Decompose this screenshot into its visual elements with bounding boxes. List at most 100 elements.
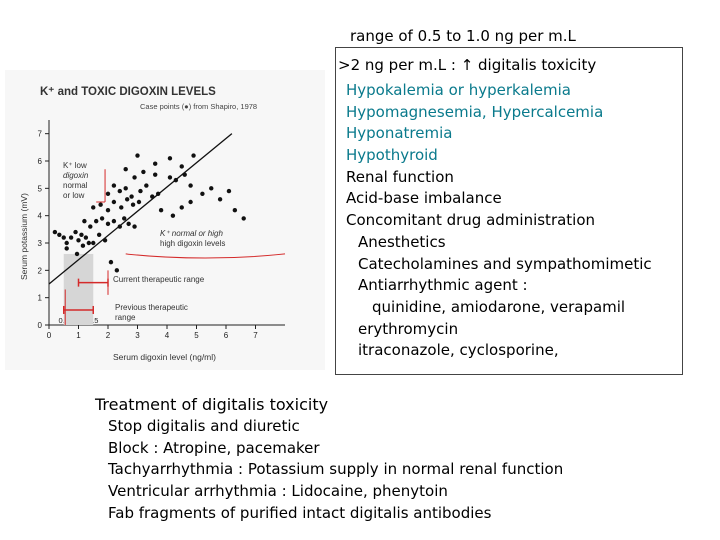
data-point [111,199,117,205]
data-point [74,251,80,257]
treatment-item: Stop digitalis and diuretic [108,417,300,435]
low-region-line-1: K⁺ low [63,161,87,170]
x-tick-label: 1 [76,331,81,340]
treatment-item: Fab fragments of purified intact digital… [108,503,492,522]
data-point [191,153,196,158]
y-tick-label: 2 [38,266,43,275]
data-point [61,235,66,240]
y-tick-label: 6 [38,157,43,166]
data-point [52,229,58,235]
data-point [126,221,131,227]
data-point [136,199,142,205]
data-point [64,240,69,246]
toxicity-factor-list: Hypokalemia or hyperkalemia Hypomagnesem… [346,80,652,362]
toxicity-item: Anesthetics [358,232,446,251]
treatment-section: Treatment of digitalis toxicity Stop dig… [95,393,563,524]
data-point [117,188,123,194]
data-point [102,238,108,243]
y-tick-label: 1 [38,294,43,303]
digoxin-potassium-chart: K⁺ and TOXIC DIGOXIN LEVELS Case points … [5,70,325,370]
data-point [167,156,173,161]
data-point [57,232,62,237]
y-axis-label: Serum potassium (mV) [19,193,29,280]
data-point [83,235,89,240]
toxicity-box: >2 ng per m.L : ↑ digitalis toxicity Hyp… [335,47,683,375]
data-point [188,199,193,205]
data-point [123,167,128,172]
data-point [108,259,114,265]
data-point [79,232,84,237]
data-point [94,218,99,224]
data-point [200,191,205,196]
range-markers [63,169,286,325]
data-point [124,197,130,202]
data-point [153,161,158,166]
toxicity-heading: >2 ng per m.L : ↑ digitalis toxicity [338,56,597,74]
data-point [158,208,164,213]
toxicity-item: Catecholamines and sympathomimetic [358,254,652,273]
x-tick-label: 7 [253,331,258,340]
data-point [99,216,105,221]
previous-range-label-1: Previous therapeutic [115,303,188,312]
y-tick-label: 3 [38,239,43,248]
data-point [122,216,127,221]
data-point [173,177,179,183]
therapeutic-range-note: range of 0.5 to 1.0 ng per m.L [350,27,576,45]
data-points [52,153,246,273]
data-point [141,169,146,175]
data-point [91,205,96,210]
toxicity-item: Concomitant drug administration [346,211,596,230]
data-point [82,218,87,224]
toxicity-item: Antiarrhythmic agent : [358,276,528,295]
low-region-line-4: or low [63,191,85,200]
toxicity-item: Hypokalemia or hyperkalemia [346,81,571,99]
data-point [105,208,111,213]
low-region-line-2: digoxin [63,171,89,180]
data-point [88,224,93,229]
x-tick-label: 3 [135,331,140,340]
data-point [130,202,136,207]
data-point [73,229,78,235]
data-point [105,191,111,196]
high-region-bracket [125,253,286,259]
chart-subtitle: Case points (●) from Shapiro, 1978 [140,102,257,111]
x-axis-label: Serum digoxin level (ng/ml) [113,352,216,362]
data-point [117,224,123,229]
toxicity-item: Hyponatremia [346,124,453,143]
data-point [91,240,96,246]
x-tick-label: 6 [224,331,229,340]
current-range-label: Current therapeutic range [113,275,205,284]
data-point [217,197,223,202]
y-tick-label: 7 [38,130,43,139]
y-tick-label: 0 [38,321,43,330]
x-tick-label: 5 [194,331,199,340]
toxicity-item: Hypothyroid [346,146,438,165]
x-tick-label: 0 [47,331,52,340]
x-tick-label: 4 [165,331,170,340]
x-tick-label: 2 [106,331,111,340]
previous-range-label-2: range [115,313,136,322]
data-point [144,183,149,188]
toxicity-item: Renal function [346,167,454,186]
toxicity-item: quinidine, amiodarone, verapamil [372,297,626,316]
low-region-bracket [96,169,106,203]
data-point [86,240,92,246]
data-point [64,246,69,251]
data-point [111,218,117,224]
previous-range-band [63,253,94,325]
toxicity-item: itraconazole, cyclosporine, [358,341,559,360]
trend-line [48,133,233,285]
high-region-label: K⁺ normal or high high digoxin levels [160,229,225,248]
data-point [138,188,143,194]
data-point [167,175,173,180]
high-region-line-2: high digoxin levels [160,239,225,248]
data-point [80,243,86,248]
data-point [188,183,193,188]
treatment-item: Ventricular arrhythmia : Lidocaine, phen… [108,482,448,501]
treatment-item: Block : Atropine, pacemaker [108,438,320,457]
toxicity-item: erythromycin [358,319,459,338]
low-region-line-3: normal [63,181,88,190]
data-point [182,172,187,177]
treatment-item: Tachyarrhythmia : Potassium supply in no… [108,460,564,479]
treatment-title: Treatment of digitalis toxicity [95,395,329,414]
